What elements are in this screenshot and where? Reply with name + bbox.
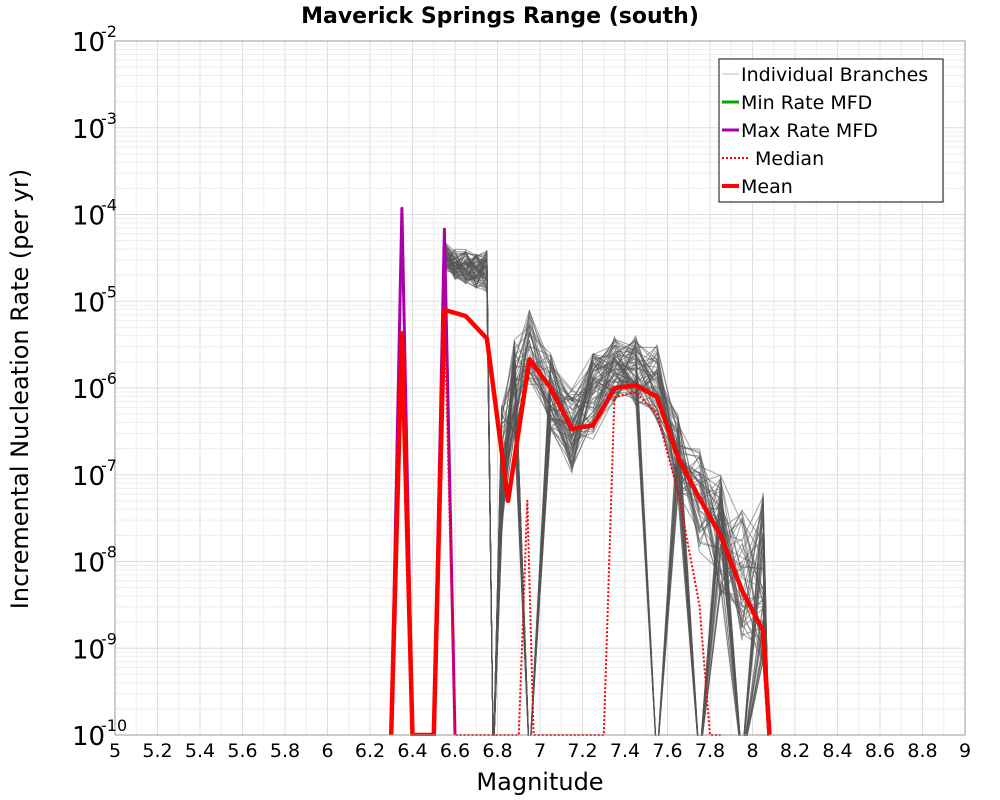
- x-tick-label: 5: [109, 740, 121, 762]
- series-mean: [388, 307, 772, 738]
- y-tick-exponent: -5: [101, 282, 117, 301]
- y-tick-base: 10: [72, 28, 105, 58]
- legend: Individual Branches Min Rate MFD Max Rate …: [718, 58, 944, 203]
- y-tick-base: 10: [72, 635, 105, 665]
- branch-line: [433, 244, 770, 762]
- y-tick-base: 10: [72, 202, 105, 232]
- y-tick-label: 10-10: [72, 716, 127, 752]
- y-tick-exponent: -4: [101, 196, 117, 215]
- x-tick-label: 5.2: [142, 740, 172, 762]
- y-tick-exponent: -8: [101, 543, 117, 562]
- y-tick-exponent: -9: [101, 629, 117, 648]
- y-tick-exponent: -6: [101, 369, 117, 388]
- legend-label: Max Rate MFD: [741, 120, 878, 142]
- plot-bottom-mask: [0, 736, 1000, 800]
- x-tick-label: 5.6: [227, 740, 257, 762]
- x-tick-label: 7.6: [652, 740, 682, 762]
- grid: [114, 41, 966, 736]
- x-tick-label: 8.8: [907, 740, 937, 762]
- y-tick-base: 10: [72, 115, 105, 145]
- y-tick-exponent: -10: [101, 716, 127, 735]
- x-tick-label: 6: [321, 740, 333, 762]
- x-tick-label: 6.2: [355, 740, 385, 762]
- legend-label: Min Rate MFD: [741, 92, 872, 114]
- legend-label: Mean: [741, 176, 793, 198]
- y-tick-label: 10-6: [72, 369, 117, 405]
- x-tick-label: 6.6: [440, 740, 470, 762]
- legend-label: Individual Branches: [741, 64, 928, 86]
- x-tick-label: 8: [746, 740, 758, 762]
- x-tick-label: 7.2: [567, 740, 597, 762]
- y-tick-base: 10: [72, 288, 105, 318]
- series-lines: [0, 206, 1000, 800]
- x-axis-label: Magnitude: [476, 768, 603, 796]
- y-tick-exponent: -7: [101, 456, 117, 475]
- y-tick-label: 10-2: [72, 22, 117, 58]
- x-tick-label: 7.8: [695, 740, 725, 762]
- x-tick-label: 9: [959, 740, 971, 762]
- x-tick-label: 8.4: [822, 740, 852, 762]
- y-tick-base: 10: [72, 375, 105, 405]
- x-tick-label: 6.4: [397, 740, 427, 762]
- y-axis-label: Incremental Nucleation Rate (per yr): [6, 169, 34, 609]
- y-tick-base: 10: [72, 549, 105, 579]
- branch-line: [433, 245, 770, 762]
- y-tick-base: 10: [72, 722, 105, 752]
- x-tick-label: 5.4: [185, 740, 215, 762]
- chart-title: Maverick Springs Range (south): [301, 4, 699, 29]
- x-tick-label: 6.8: [482, 740, 512, 762]
- x-tick-label: 8.6: [865, 740, 895, 762]
- legend-box: [718, 58, 944, 203]
- x-tick-label: 7: [534, 740, 546, 762]
- y-tick-label: 10-4: [72, 196, 117, 232]
- y-tick-label: 10-9: [72, 629, 117, 665]
- x-tick-label: 7.4: [610, 740, 640, 762]
- y-tick-label: 10-5: [72, 282, 117, 318]
- x-tick-label: 5.8: [270, 740, 300, 762]
- legend-label: Median: [755, 148, 824, 170]
- y-tick-label: 10-8: [72, 543, 117, 579]
- y-tick-label: 10-7: [72, 456, 117, 492]
- x-tick-label: 8.2: [780, 740, 810, 762]
- y-tick-label: 10-3: [72, 109, 117, 145]
- x-axis-ticks: 5 5.2 5.4 5.6 5.8 6 6.2 6.4 6.6 6.8 7 7.2 7.4 7.6 7.8 8…: [109, 740, 971, 762]
- branch-line: [433, 253, 770, 762]
- branch-line: [433, 253, 770, 762]
- y-tick-exponent: -2: [101, 22, 117, 41]
- branch-line: [433, 261, 770, 762]
- y-tick-base: 10: [72, 462, 105, 492]
- y-tick-exponent: -3: [101, 109, 117, 128]
